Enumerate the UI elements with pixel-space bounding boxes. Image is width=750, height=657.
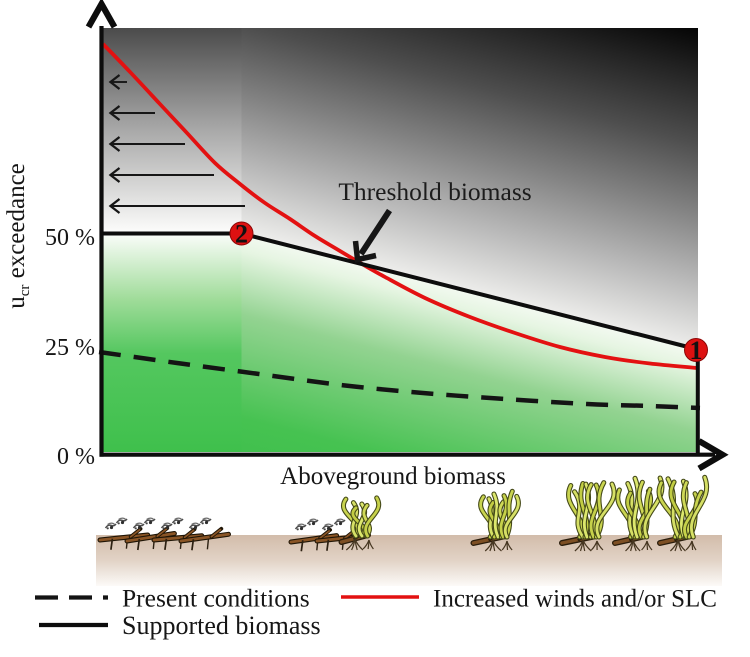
- svg-text:25 %: 25 %: [45, 335, 95, 361]
- svg-text:50 %: 50 %: [45, 225, 95, 251]
- svg-text:2: 2: [235, 220, 248, 249]
- svg-text:0 %: 0 %: [57, 444, 95, 470]
- svg-text:Supported biomass: Supported biomass: [122, 611, 321, 640]
- svg-text:Present conditions: Present conditions: [122, 584, 310, 613]
- svg-text:1: 1: [690, 336, 703, 365]
- svg-text:Aboveground biomass: Aboveground biomass: [280, 463, 506, 490]
- svg-text:Increased winds and/or SLC: Increased winds and/or SLC: [433, 586, 717, 613]
- svg-text:ucr exceedance: ucr exceedance: [3, 163, 33, 309]
- svg-text:Threshold biomass: Threshold biomass: [338, 177, 531, 206]
